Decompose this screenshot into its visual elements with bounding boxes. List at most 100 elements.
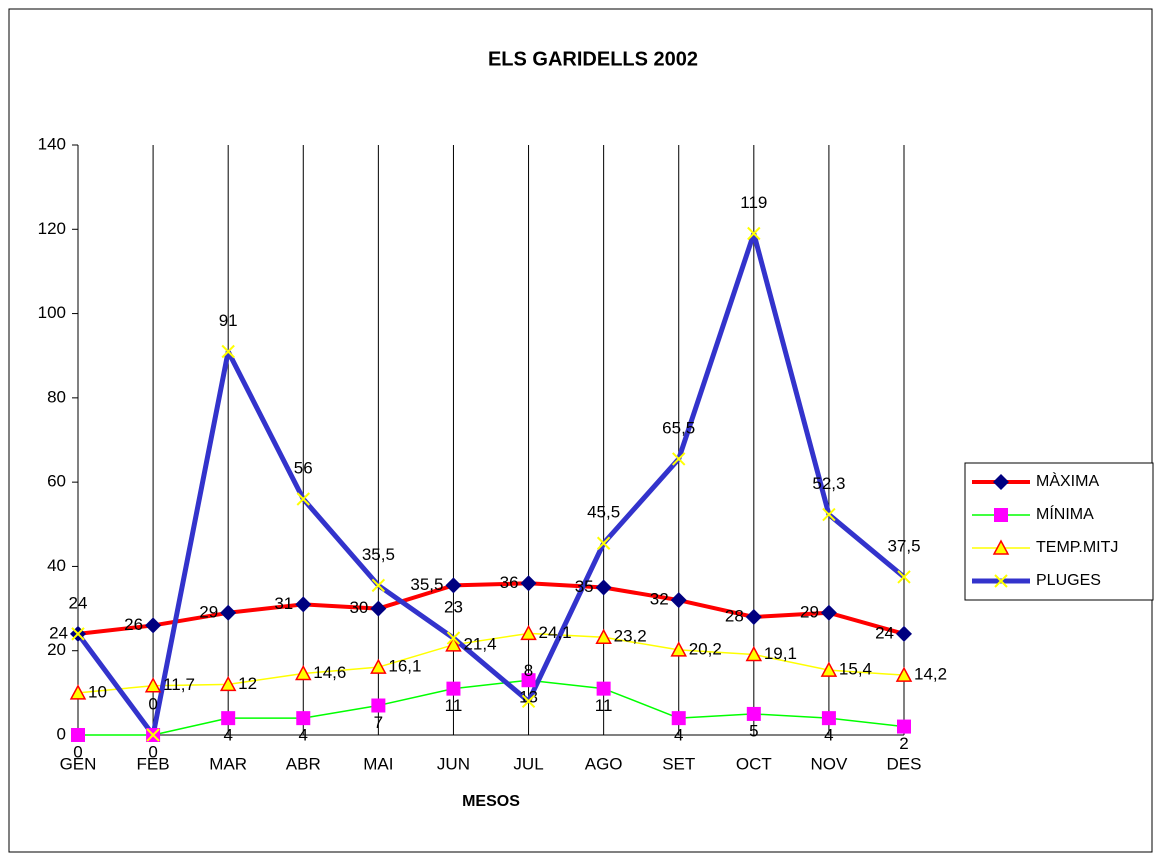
x-tick-label: MAR [209,754,247,773]
y-tick-label: 60 [47,472,66,491]
data-label: 19,1 [764,644,797,663]
marker [445,636,462,652]
marker [296,711,311,726]
x-tick-label: ABR [286,754,321,773]
y-tick-label: 20 [47,640,66,659]
marker [221,344,235,359]
marker [446,631,461,645]
legend-marker [994,574,1008,588]
marker [221,711,236,726]
marker [671,711,686,726]
data-label: 0 [73,742,82,761]
marker [820,604,837,621]
x-axis-label: MESOS [462,793,520,810]
marker [371,698,386,713]
x-tick-label: JUL [513,754,543,773]
data-label: 21,4 [463,634,496,653]
data-label: 37,5 [887,536,920,555]
marker [595,628,612,644]
data-label: 0 [148,694,157,713]
data-label: 31 [274,594,293,613]
data-label: 35,5 [410,575,443,594]
data-label: 0 [148,742,157,761]
data-label: 14,6 [313,663,346,682]
series-line [78,679,905,736]
x-tick-label: NOV [810,754,848,773]
marker [295,664,312,681]
y-tick-label: 140 [38,134,66,153]
data-label: 36 [500,573,519,592]
y-tick-label: 40 [47,556,66,575]
data-label: 8 [524,661,533,680]
marker [821,711,836,726]
data-label: 24,1 [539,623,572,642]
marker [370,600,387,617]
data-label: 14,2 [914,665,947,684]
y-tick-label: 100 [38,303,66,322]
data-label: 35 [575,577,594,596]
x-tick-label: AGO [585,754,623,773]
data-label: 12 [238,674,257,693]
marker [445,577,462,594]
x-tick-label: FEB [137,754,170,773]
data-label: 4 [299,726,308,745]
legend-marker [993,474,1009,490]
data-label: 13 [519,688,538,707]
data-label: 15,4 [839,660,872,679]
marker [371,578,386,593]
legend-label: MÀXIMA [1036,471,1099,490]
data-label: 52,3 [812,474,845,493]
data-label: 4 [223,726,232,745]
data-label: 11 [445,696,463,715]
marker [896,625,912,642]
x-tick-label: MAI [363,754,393,773]
marker [672,452,686,466]
data-label: 23,2 [614,627,647,646]
y-tick-label: 0 [57,724,66,743]
marker [746,706,761,721]
data-label: 24 [69,593,88,612]
data-label: 16,1 [388,657,421,676]
marker [296,492,310,506]
data-label: 10 [88,682,107,701]
legend-label: MÍNIMA [1036,504,1094,523]
marker [145,617,162,634]
marker [895,666,913,682]
marker [146,728,160,742]
marker [595,579,612,596]
marker [897,719,911,734]
data-label: 56 [294,458,313,477]
marker [596,681,611,696]
marker [520,575,537,592]
marker [220,604,237,621]
legend-label: TEMP.MITJ [1036,539,1118,556]
data-label: 7 [374,713,383,732]
data-label: 30 [349,598,368,617]
marker [521,673,536,688]
data-label: 11,7 [163,675,195,694]
data-label: 24 [875,623,894,642]
chart-title: ELS GARIDELLS 2002 [488,48,698,70]
marker [822,507,836,522]
marker [295,596,312,613]
marker [144,677,162,693]
series-line [77,632,905,694]
data-label: 35,5 [362,545,395,564]
marker [219,675,237,692]
marker [596,536,611,550]
marker [747,226,761,241]
data-label: 65,5 [662,418,695,437]
marker [446,681,461,696]
x-tick-label: JUN [437,754,470,773]
data-label: 29 [800,602,819,621]
legend-marker [992,539,1010,555]
data-label: 26 [124,615,143,634]
data-label: 29 [199,602,218,621]
data-label: 24 [49,623,68,642]
marker [71,728,85,742]
data-label: 4 [674,726,683,745]
data-label: 119 [740,193,767,212]
data-label: 91 [219,311,238,330]
marker [69,684,87,700]
